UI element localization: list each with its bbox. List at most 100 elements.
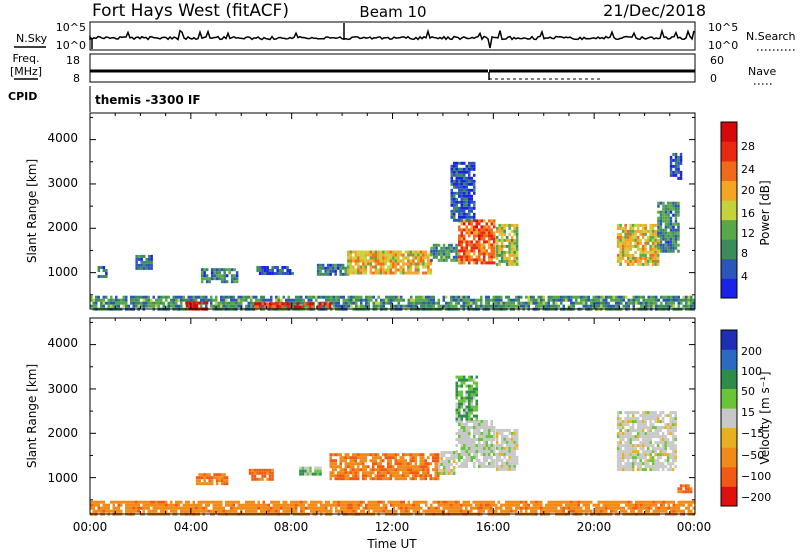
heatmap-cell bbox=[447, 252, 451, 256]
heatmap-cell bbox=[182, 509, 185, 513]
heatmap-cell bbox=[636, 450, 640, 454]
heatmap-cell bbox=[90, 295, 93, 299]
heatmap-cell bbox=[468, 429, 471, 432]
heatmap-cell bbox=[619, 420, 622, 424]
heatmap-cell bbox=[619, 438, 622, 442]
heatmap-cell bbox=[155, 503, 158, 507]
heatmap-cell bbox=[674, 237, 678, 241]
heatmap-cell bbox=[607, 304, 610, 308]
heatmap-cell bbox=[468, 203, 471, 207]
heatmap-cell bbox=[440, 509, 443, 513]
heatmap-cell bbox=[465, 295, 468, 299]
heatmap-cell bbox=[465, 194, 468, 198]
heatmap-cell bbox=[634, 250, 637, 254]
heatmap-cell bbox=[666, 468, 670, 472]
heatmap-cell bbox=[187, 500, 190, 504]
heatmap-cell bbox=[230, 301, 233, 305]
heatmap-cell bbox=[280, 506, 283, 510]
heatmap-cell bbox=[414, 456, 417, 460]
heatmap-cell bbox=[352, 474, 355, 478]
heatmap-cell bbox=[400, 500, 403, 504]
heatmap-cell bbox=[336, 266, 340, 270]
heatmap-cell bbox=[485, 304, 488, 308]
heatmap-cell bbox=[626, 420, 630, 424]
heatmap-cell bbox=[674, 414, 677, 418]
heatmap-cell bbox=[392, 503, 395, 507]
heatmap-cell bbox=[662, 304, 665, 308]
heatmap-cell bbox=[503, 256, 506, 260]
heatmap-cell bbox=[453, 173, 456, 177]
heatmap-cell bbox=[615, 304, 618, 308]
heatmap-cell bbox=[672, 503, 675, 507]
heatmap-cell bbox=[510, 241, 514, 245]
heatmap-cell bbox=[394, 253, 398, 257]
heatmap-cell bbox=[424, 462, 427, 466]
heatmap-cell bbox=[460, 402, 463, 406]
heatmap-cell bbox=[662, 234, 665, 238]
heatmap-cell bbox=[687, 487, 690, 491]
heatmap-cell bbox=[470, 200, 473, 204]
heatmap-cell bbox=[562, 304, 565, 308]
heatmap-cell bbox=[389, 256, 393, 260]
heatmap-cell bbox=[452, 249, 456, 253]
heatmap-cell bbox=[674, 210, 678, 214]
heatmap-cell bbox=[160, 503, 163, 507]
heatmap-cell bbox=[463, 261, 466, 265]
heatmap-cell bbox=[610, 500, 613, 504]
heatmap-cell bbox=[664, 249, 668, 253]
heatmap-cell bbox=[590, 500, 593, 504]
heatmap-cell bbox=[232, 506, 235, 510]
heatmap-cell bbox=[315, 503, 318, 507]
heatmap-cell bbox=[311, 305, 314, 309]
heatmap-cell bbox=[488, 246, 491, 250]
heatmap-cell bbox=[215, 482, 219, 486]
frequency-panel: Freq. [MHz] 18 8 60 0 Nave bbox=[10, 52, 777, 85]
heatmap-cell bbox=[322, 295, 325, 299]
heatmap-cell bbox=[455, 414, 458, 418]
heatmap-cell bbox=[389, 271, 393, 275]
heatmap-cell bbox=[95, 295, 98, 299]
heatmap-cell bbox=[132, 295, 135, 299]
heatmap-cell bbox=[475, 255, 478, 259]
heatmap-cell bbox=[387, 298, 390, 302]
heatmap-cell bbox=[160, 509, 163, 513]
heatmap-cell bbox=[329, 474, 332, 478]
heatmap-cell bbox=[180, 295, 183, 299]
heatmap-cell bbox=[470, 447, 473, 450]
heatmap-cell bbox=[392, 509, 395, 513]
heatmap-cell bbox=[372, 250, 375, 254]
heatmap-cell bbox=[462, 509, 465, 513]
heatmap-cell bbox=[442, 255, 446, 259]
heatmap-cell bbox=[515, 461, 519, 465]
heatmap-cell bbox=[301, 466, 305, 470]
heatmap-cell bbox=[468, 176, 471, 180]
heatmap-cell bbox=[132, 506, 135, 510]
heatmap-cell bbox=[412, 474, 415, 478]
heatmap-cell bbox=[455, 161, 458, 165]
heatmap-cell bbox=[639, 459, 642, 463]
heatmap-cell bbox=[490, 459, 493, 462]
heatmap-cell bbox=[666, 459, 670, 463]
heatmap-cell bbox=[455, 450, 458, 453]
heatmap-cell bbox=[359, 456, 362, 460]
heatmap-cell bbox=[465, 200, 468, 204]
heatmap-cell bbox=[572, 301, 575, 305]
heatmap-cell bbox=[659, 447, 662, 451]
heatmap-cell bbox=[160, 500, 163, 504]
heatmap-cell bbox=[634, 429, 637, 433]
heatmap-cell bbox=[640, 295, 643, 299]
heatmap-cell bbox=[654, 417, 657, 421]
heatmap-cell bbox=[503, 253, 506, 257]
heatmap-cell bbox=[384, 468, 387, 472]
heatmap-cell bbox=[624, 244, 627, 248]
heatmap-cell bbox=[674, 216, 678, 220]
heatmap-cell bbox=[460, 465, 463, 468]
heatmap-cell bbox=[626, 435, 630, 439]
heatmap-cell bbox=[470, 231, 473, 235]
heatmap-cell bbox=[657, 228, 660, 232]
heatmap-cell bbox=[415, 301, 418, 305]
heatmap-cell bbox=[580, 295, 583, 299]
heatmap-cell bbox=[475, 225, 478, 229]
vel-cbar-label: Velocity [m s⁻¹] bbox=[758, 371, 772, 464]
heatmap-cell bbox=[685, 506, 688, 510]
